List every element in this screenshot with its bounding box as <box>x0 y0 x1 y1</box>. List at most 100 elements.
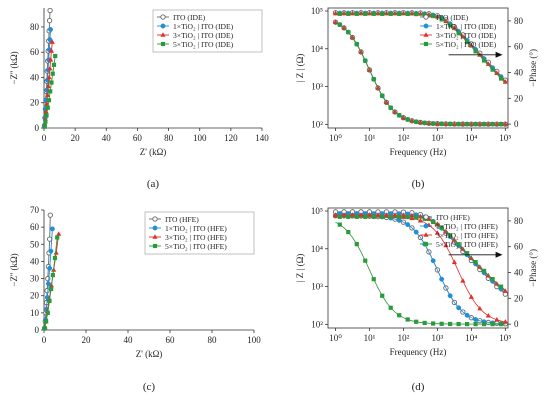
phase-point <box>431 321 436 326</box>
y-right-axis-label: −Phase (°) <box>528 249 538 287</box>
legend-marker <box>160 32 166 37</box>
y-right-tick-label: 80 <box>514 16 524 26</box>
magnitude-point <box>465 251 470 256</box>
data-point <box>46 98 52 103</box>
phase-point <box>485 121 491 126</box>
data-point <box>45 281 51 287</box>
phase-point <box>460 278 466 283</box>
data-point <box>44 92 51 97</box>
x-tick-label: 120 <box>224 133 238 143</box>
x-tick-label: 10³ <box>432 333 444 343</box>
x-tick-label: 60 <box>133 133 143 143</box>
y-tick-label: 10³ <box>311 282 323 292</box>
magnitude-point <box>388 214 393 219</box>
phase-point <box>341 212 347 218</box>
x-tick-label: 140 <box>255 133 269 143</box>
legend-marker <box>423 223 429 229</box>
y-right-tick-label: 40 <box>514 68 524 78</box>
phase-point <box>337 22 342 27</box>
data-point <box>44 319 49 324</box>
data-point <box>52 255 58 261</box>
phase-point <box>414 319 419 324</box>
phase-point <box>477 121 483 126</box>
phase-point <box>430 258 436 264</box>
data-point <box>47 212 53 218</box>
legend-marker <box>152 234 158 239</box>
x-tick-label: 60 <box>166 335 176 345</box>
panel-caption: (d) <box>412 381 425 393</box>
magnitude-point <box>481 58 487 63</box>
legend-label: 3×TiO₂ | ITO (HFE) <box>165 233 227 242</box>
x-tick-label: 20 <box>71 133 81 143</box>
y-tick-label: 40 <box>30 72 40 82</box>
panel-c-nyquist-hfe: 0 20 40 60 80 100 0 10 20 30 40 50 60 70 Z' (kΩ) −Z'' (… <box>9 205 261 393</box>
phase-point <box>363 58 368 63</box>
data-point <box>42 124 47 129</box>
legend-marker <box>160 41 166 47</box>
magnitude-point <box>397 11 402 16</box>
arrow-head <box>495 51 503 58</box>
phase-point <box>434 120 441 126</box>
magnitude-point <box>434 221 441 226</box>
legend-label: ITO (HFE) <box>436 213 470 222</box>
x-tick-label: 80 <box>208 335 218 345</box>
magnitude-point <box>346 214 351 219</box>
phase-point <box>409 215 415 221</box>
magnitude-point <box>371 214 376 219</box>
legend-marker <box>160 23 166 29</box>
x-tick-label: 20 <box>82 335 92 345</box>
data-point <box>49 80 54 85</box>
x-tick-label: 10⁴ <box>465 333 477 343</box>
phase-point <box>349 212 356 218</box>
legend-marker <box>423 232 429 237</box>
x-tick-label: 40 <box>102 133 112 143</box>
x-tick-label: 10⁴ <box>465 133 477 143</box>
phase-point <box>456 305 462 311</box>
magnitude-point <box>451 25 457 31</box>
magnitude-point <box>388 11 393 16</box>
phase-point <box>414 119 419 124</box>
magnitude-point <box>422 12 427 17</box>
x-tick-label: 10⁰ <box>329 133 342 143</box>
magnitude-point <box>409 212 415 218</box>
data-point <box>46 74 52 80</box>
y-axis-label: | Z | (Ω) <box>295 254 305 283</box>
x-tick-label: 10³ <box>432 133 444 143</box>
magnitude-point <box>473 260 478 265</box>
panel-caption: (c) <box>143 381 156 393</box>
magnitude-point <box>439 17 444 22</box>
magnitude-point <box>456 242 461 247</box>
y-tick-label: 0 <box>35 123 40 133</box>
phase-point <box>371 277 376 282</box>
phase-point <box>502 319 508 324</box>
x-tick-label: 100 <box>193 133 207 143</box>
y-tick-label: 10² <box>311 119 323 129</box>
legend-marker <box>423 241 429 247</box>
phase-point <box>417 119 424 125</box>
x-tick-label: 10⁰ <box>329 333 342 343</box>
magnitude-point <box>465 40 470 45</box>
magnitude-point <box>490 277 495 282</box>
legend-label: 5×TiO₂ | ITO (IDE) <box>436 40 497 49</box>
data-point <box>43 119 48 124</box>
phase-point <box>405 222 411 228</box>
phase-point <box>464 312 470 318</box>
phase-point <box>346 30 351 35</box>
y-tick-label: 60 <box>30 47 40 57</box>
data-point <box>50 71 55 76</box>
legend-label: 1×TiO₂ | ITO (HFE) <box>436 222 498 231</box>
phase-point <box>443 121 449 126</box>
phase-point <box>485 312 491 318</box>
magnitude-point <box>498 284 504 289</box>
phase-point <box>354 42 359 47</box>
phase-point <box>448 121 453 127</box>
phase-point <box>413 229 419 235</box>
data-point <box>49 39 55 44</box>
data-point <box>50 273 55 278</box>
x-tick-label: 10¹ <box>364 133 376 143</box>
phase-point <box>397 113 402 118</box>
data-point <box>45 83 51 89</box>
legend-box <box>152 9 263 53</box>
phase-point <box>451 121 457 126</box>
y-right-tick-label: 60 <box>514 42 524 52</box>
